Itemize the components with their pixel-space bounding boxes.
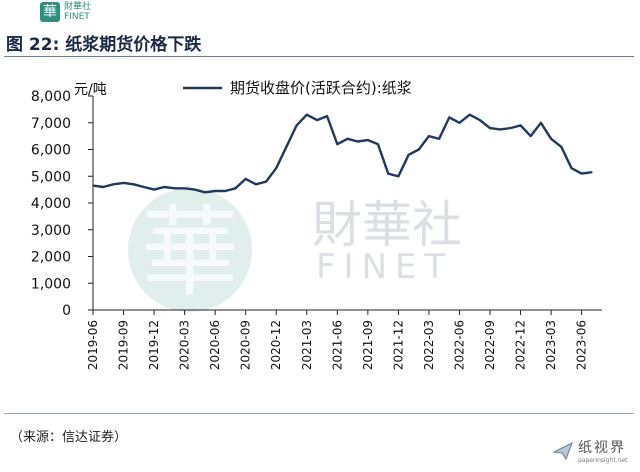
paperinsight-watermark: 纸视界 paperinsight.net (552, 440, 636, 468)
data-point (570, 167, 573, 170)
watermark-glyph: 華 (141, 196, 239, 310)
data-point (489, 127, 491, 129)
x-tick-label: 2020-06 (208, 320, 222, 370)
data-point (448, 116, 451, 119)
paper-plane-icon (552, 441, 573, 461)
y-tick-label: 0 (62, 303, 71, 319)
y-tick-label: 3,000 (31, 223, 71, 239)
x-tick-label: 2022-06 (452, 320, 466, 370)
data-point (407, 154, 410, 156)
data-point (163, 186, 166, 188)
data-point (255, 183, 257, 186)
watermark-circle (128, 188, 252, 312)
data-point (367, 139, 369, 141)
data-point (540, 121, 542, 124)
y-tick-label: 8,000 (31, 89, 71, 105)
x-tick-label: 2022-12 (514, 320, 528, 370)
x-tick-label: 2021-09 (361, 320, 375, 370)
x-tick-label: 2019-09 (117, 320, 131, 370)
data-point (132, 183, 135, 186)
data-point (468, 113, 471, 116)
y-tick-label: 6,000 (31, 143, 71, 159)
data-point (265, 180, 267, 183)
data-point (550, 138, 552, 140)
y-tick-label: 1,000 (31, 276, 71, 292)
data-point (234, 187, 237, 190)
data-point (214, 190, 216, 192)
figure-title: 图 22: 纸浆期货价格下跌 (6, 35, 202, 55)
x-tick-label: 2020-12 (269, 320, 283, 370)
data-point (580, 172, 583, 175)
data-point (102, 186, 104, 188)
series-line (92, 113, 592, 194)
data-point (509, 127, 512, 129)
data-point (397, 175, 400, 178)
data-point (122, 182, 125, 184)
y-tick-label: 5,000 (31, 169, 71, 185)
watermark-cn: 財華社 (312, 196, 462, 254)
chart-legend: 期货收盘价(活跃合约):纸浆 (183, 79, 412, 97)
data-point (519, 124, 522, 127)
x-tick-label: 2021-06 (330, 320, 344, 370)
data-point (275, 167, 278, 170)
footer-divider (4, 413, 634, 414)
data-point (295, 124, 298, 127)
x-tick-label: 2019-12 (147, 320, 161, 370)
data-point (194, 188, 196, 191)
legend-label: 期货收盘价(活跃合约):纸浆 (230, 79, 412, 97)
data-point (387, 172, 390, 175)
watermark-text: 纸视界 (578, 440, 626, 456)
x-tick-label: 2023-03 (544, 320, 558, 370)
data-point (560, 146, 563, 148)
data-point (244, 178, 247, 180)
x-tick-label: 2021-03 (300, 320, 314, 370)
data-point (285, 146, 288, 148)
data-point (183, 187, 186, 190)
data-point (305, 113, 308, 116)
data-point (417, 148, 420, 151)
data-point (591, 171, 593, 174)
chart-axes: 元/吨 0 1,000 2,000 3,000 4,000 5,000 6,000 7,000 8… (31, 82, 602, 370)
data-point (499, 128, 502, 131)
x-tick-label: 2021-12 (391, 320, 405, 370)
finet-logo-text: 財華社 FINET (64, 2, 92, 22)
data-point (143, 186, 145, 188)
source-note: （来源：信达证券） (10, 430, 128, 445)
watermark-subtext: paperinsight.net (578, 457, 628, 464)
data-point (153, 188, 155, 191)
y-axis-unit-label: 元/吨 (74, 82, 107, 98)
data-point (224, 190, 227, 192)
chart-plot-area (92, 113, 593, 194)
x-tick-label: 2019-06 (86, 320, 100, 370)
data-point (112, 183, 115, 186)
data-point (438, 138, 440, 140)
data-point (336, 143, 339, 145)
title-divider (4, 56, 634, 57)
x-tick-label: 2022-09 (483, 320, 497, 370)
data-point (326, 115, 328, 117)
x-tick-label: 2020-03 (178, 320, 192, 370)
data-point (316, 119, 318, 121)
y-tick-label: 4,000 (31, 196, 71, 212)
x-tick-label: 2020-09 (239, 320, 253, 370)
data-point (377, 143, 379, 145)
y-tick-label: 7,000 (31, 116, 71, 132)
watermark-en: FINET (316, 247, 453, 287)
data-point (346, 138, 349, 140)
data-point (356, 140, 359, 143)
data-point (173, 187, 176, 190)
data-point (428, 135, 430, 137)
data-point (479, 119, 481, 121)
finet-logo-mark: 華 (40, 2, 60, 22)
y-tick-label: 2,000 (31, 250, 71, 266)
data-point (204, 191, 206, 194)
data-point (529, 135, 532, 137)
data-point (92, 184, 94, 187)
x-tick-label: 2023-06 (575, 320, 589, 370)
data-point (458, 121, 461, 124)
finet-logo: 華 財華社 FINET (40, 2, 100, 24)
x-tick-label: 2022-03 (422, 320, 436, 370)
